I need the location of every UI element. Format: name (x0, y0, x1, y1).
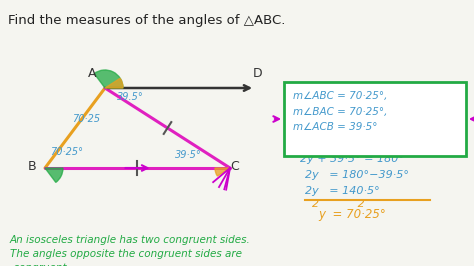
Text: 2y   = 180°−39·5°: 2y = 180°−39·5° (305, 170, 409, 180)
Text: Find the measures of the angles of △ABC.: Find the measures of the angles of △ABC. (8, 14, 285, 27)
Text: 2y + 39·5° = 180°: 2y + 39·5° = 180° (300, 154, 404, 164)
Text: D: D (253, 67, 263, 80)
Wedge shape (215, 168, 230, 176)
Text: 39.5°: 39.5° (117, 92, 144, 102)
Text: C: C (230, 160, 239, 173)
Text: 39·5°: 39·5° (175, 150, 202, 160)
Text: An isosceles triangle has two congruent sides.
The angles opposite the congruent: An isosceles triangle has two congruent … (10, 235, 251, 266)
FancyBboxPatch shape (284, 82, 466, 156)
Text: 2           2: 2 2 (305, 199, 365, 209)
Text: 2y   = 140·5°: 2y = 140·5° (305, 186, 380, 196)
Wedge shape (105, 78, 123, 88)
Wedge shape (94, 70, 123, 88)
Text: 70·25: 70·25 (72, 114, 100, 124)
Text: A: A (88, 67, 97, 80)
Text: m∠ABC = 70·25°,
m∠BAC = 70·25°,
m∠ACB = 39·5°: m∠ABC = 70·25°, m∠BAC = 70·25°, m∠ACB = … (293, 91, 387, 132)
Wedge shape (45, 168, 63, 182)
Text: 70·25°: 70·25° (50, 147, 83, 157)
Text: y  = 70·25°: y = 70·25° (318, 208, 386, 221)
Text: B: B (28, 160, 36, 173)
